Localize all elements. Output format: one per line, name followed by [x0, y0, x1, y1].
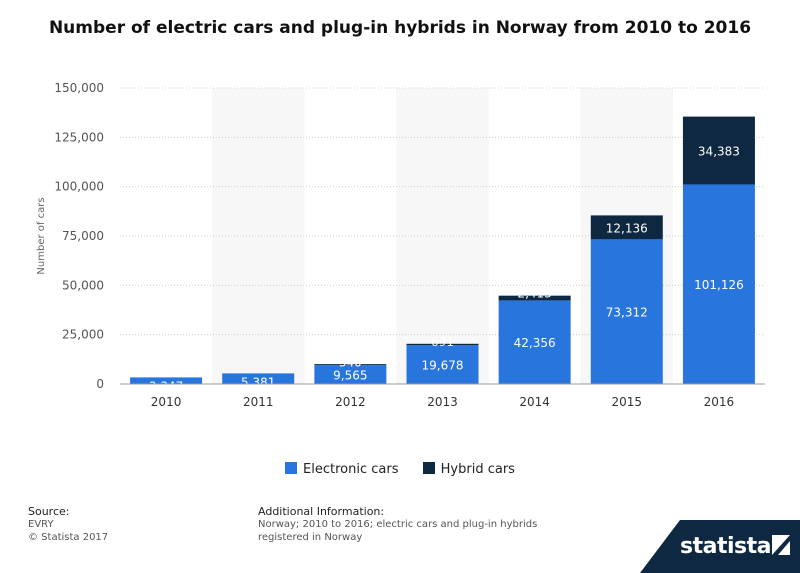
y-axis-label: Number of cars — [36, 197, 47, 274]
y-tick-label: 150,000 — [54, 81, 104, 95]
bar-electronic — [406, 345, 479, 384]
data-label-electronic: 9,565 — [333, 369, 367, 383]
source-copyright: © Statista 2017 — [28, 532, 109, 543]
source-block: Source: EVRY © Statista 2017 — [28, 505, 108, 544]
data-label-electronic: 3,347 — [149, 379, 183, 393]
bar-hybrid — [682, 116, 755, 185]
y-tick-label: 100,000 — [54, 180, 104, 194]
bar-electronic — [222, 373, 295, 384]
y-tick-label: 0 — [96, 377, 104, 391]
data-label-hybrid: 2,413 — [517, 287, 551, 301]
data-label-electronic: 19,678 — [422, 359, 464, 373]
legend-item-electronic[interactable]: Electronic cars — [285, 462, 399, 477]
y-tick-label: 125,000 — [54, 130, 104, 144]
x-tick-label: 2015 — [612, 395, 643, 409]
additional-info-text: Norway; 2010 to 2016; electric cars and … — [258, 519, 538, 543]
legend-label-hybrid: Hybrid cars — [440, 462, 515, 477]
bar-electronic — [682, 184, 755, 384]
data-label-hybrid: 340 — [339, 355, 362, 369]
additional-info-heading: Additional Information: — [258, 505, 385, 518]
legend-label-electronic: Electronic cars — [303, 462, 399, 477]
bar-hybrid — [314, 364, 387, 366]
x-tick-label: 2014 — [519, 395, 550, 409]
x-tick-label: 2016 — [704, 395, 735, 409]
data-label-hybrid: 12,136 — [606, 221, 648, 235]
x-tick-label: 2010 — [151, 395, 182, 409]
y-tick-label: 50,000 — [62, 278, 104, 292]
bar-hybrid — [406, 343, 479, 346]
legend-swatch-electronic — [285, 462, 298, 474]
bar-hybrid — [590, 215, 663, 240]
bar-electronic — [314, 365, 387, 384]
chart-title: Number of electric cars and plug-in hybr… — [48, 18, 752, 38]
x-tick-label: 2012 — [335, 395, 366, 409]
legend-item-hybrid[interactable]: Hybrid cars — [422, 462, 515, 477]
additional-info-block: Additional Information: Norway; 2010 to … — [258, 505, 558, 544]
data-label-hybrid: 691 — [431, 335, 454, 349]
statista-logo-text: statista — [680, 534, 771, 559]
data-label-electronic: 42,356 — [514, 336, 556, 350]
chart-legend: Electronic cars Hybrid cars — [0, 462, 800, 477]
statista-logo[interactable]: statista — [640, 520, 800, 573]
statista-logo-shape — [640, 520, 800, 573]
data-label-electronic: 101,126 — [694, 278, 744, 292]
y-tick-label: 25,000 — [62, 328, 104, 342]
x-tick-label: 2013 — [427, 395, 458, 409]
data-label-electronic: 5,381 — [241, 375, 275, 389]
bar-hybrid — [498, 295, 571, 301]
source-name[interactable]: EVRY — [28, 519, 54, 530]
legend-swatch-hybrid — [422, 462, 435, 474]
bar-electronic — [590, 239, 663, 384]
data-label-electronic: 73,312 — [606, 306, 648, 320]
chart-plot: 0 25,000 50,000 75,000 100,000 125,000 150,000… — [36, 81, 765, 409]
x-tick-label: 2011 — [243, 395, 274, 409]
y-tick-label: 75,000 — [62, 229, 104, 243]
data-label-hybrid: 34,383 — [698, 145, 740, 159]
bar-electronic — [130, 377, 203, 384]
source-heading: Source: — [28, 505, 70, 518]
bar-electronic — [498, 300, 571, 384]
